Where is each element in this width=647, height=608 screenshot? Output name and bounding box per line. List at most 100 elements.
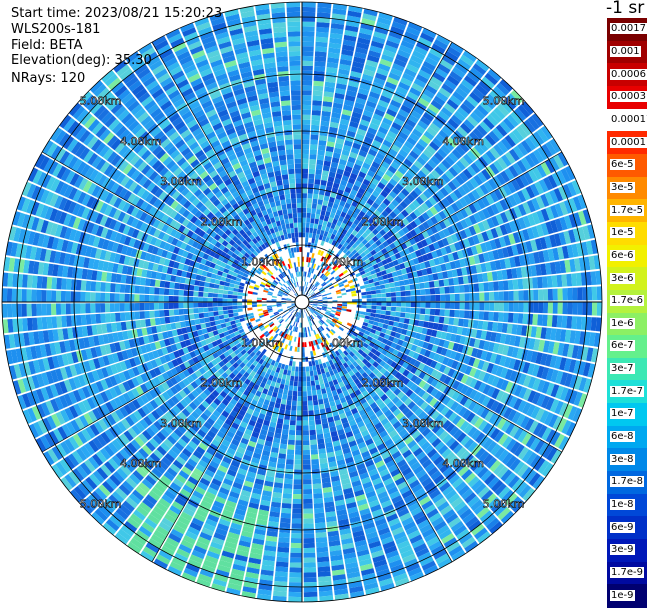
range-gate	[241, 343, 248, 349]
range-gate	[198, 375, 206, 383]
range-gate	[21, 303, 27, 317]
range-gate	[419, 556, 434, 567]
range-gate	[70, 419, 81, 433]
range-gate	[406, 372, 414, 380]
range-gate	[289, 263, 293, 269]
range-gate	[246, 408, 254, 415]
range-gate	[96, 467, 109, 480]
range-gate	[365, 327, 372, 332]
range-gate	[229, 283, 235, 288]
range-gate	[273, 279, 279, 285]
range-gate	[289, 577, 302, 583]
range-gate	[150, 185, 160, 195]
range-gate	[275, 397, 282, 404]
range-gate	[423, 444, 434, 455]
range-gate	[282, 293, 288, 297]
range-gate	[315, 532, 327, 538]
range-gate	[258, 233, 265, 240]
range-gate	[302, 75, 313, 81]
range-gate	[292, 208, 297, 214]
range-gate	[120, 175, 130, 187]
range-gate	[222, 422, 231, 431]
range-gate	[119, 293, 125, 302]
range-gate	[290, 309, 295, 314]
range-gate	[331, 374, 337, 381]
range-gate	[228, 256, 236, 263]
range-gate	[303, 498, 313, 504]
range-gate	[462, 512, 476, 524]
ray	[286, 2, 302, 296]
range-gate	[255, 350, 262, 357]
range-gate	[354, 345, 360, 352]
range-gate	[245, 236, 252, 243]
range-gate	[257, 267, 263, 273]
range-gate	[307, 326, 310, 332]
range-gate	[272, 190, 279, 197]
range-gate	[577, 302, 583, 315]
range-gate	[46, 303, 52, 316]
range-gate	[288, 258, 292, 264]
range-gate	[251, 377, 258, 384]
range-gate	[253, 149, 262, 157]
range-gate	[130, 347, 138, 357]
range-gate	[307, 395, 313, 401]
range-gate	[191, 436, 201, 446]
range-gate	[45, 371, 54, 385]
range-gate	[334, 350, 341, 357]
range-gate	[274, 312, 280, 316]
range-gate	[75, 303, 81, 314]
range-gate	[248, 285, 255, 289]
range-gate	[221, 550, 235, 559]
range-gate	[125, 415, 135, 427]
range-gate	[320, 462, 329, 469]
range-gate	[138, 336, 145, 346]
range-gate	[311, 345, 315, 351]
range-gate	[368, 320, 375, 325]
range-gate	[137, 161, 148, 172]
range-gate	[155, 149, 166, 160]
range-gate	[262, 52, 275, 59]
range-gate	[264, 235, 270, 242]
range-gate	[352, 354, 359, 361]
range-gate	[225, 236, 232, 243]
range-gate	[96, 368, 105, 380]
range-gate	[398, 374, 406, 383]
range-gate	[402, 361, 409, 369]
range-gate	[22, 229, 31, 244]
range-gate	[262, 388, 269, 395]
range-gate	[328, 396, 335, 403]
range-gate	[135, 276, 141, 285]
range-gate	[126, 517, 141, 529]
range-gate	[172, 459, 184, 470]
range-gate	[139, 463, 151, 474]
range-gate	[469, 367, 477, 378]
range-gate	[204, 199, 213, 208]
range-gate	[410, 443, 420, 453]
range-gate	[211, 505, 223, 514]
range-gate	[447, 341, 455, 350]
range-gate	[302, 193, 307, 199]
ray	[209, 12, 293, 269]
range-gate	[81, 428, 92, 442]
range-gate	[142, 260, 150, 270]
range-gate	[387, 325, 393, 331]
range-gate	[270, 506, 281, 513]
range-gate	[293, 144, 301, 150]
range-gate	[98, 484, 111, 497]
range-gate	[228, 527, 241, 535]
range-gate	[51, 237, 60, 250]
ray	[9, 303, 297, 380]
range-gate	[390, 306, 397, 312]
range-gate	[40, 204, 49, 219]
range-gate	[365, 355, 372, 362]
range-gate	[105, 282, 111, 292]
range-gate	[352, 340, 359, 346]
range-gate	[185, 444, 195, 454]
range-gate	[351, 449, 361, 457]
range-gate	[63, 379, 73, 392]
range-gate	[130, 248, 138, 258]
range-gate	[414, 407, 423, 417]
range-gate	[352, 385, 359, 392]
range-gate	[212, 330, 219, 336]
range-gate	[220, 347, 228, 354]
